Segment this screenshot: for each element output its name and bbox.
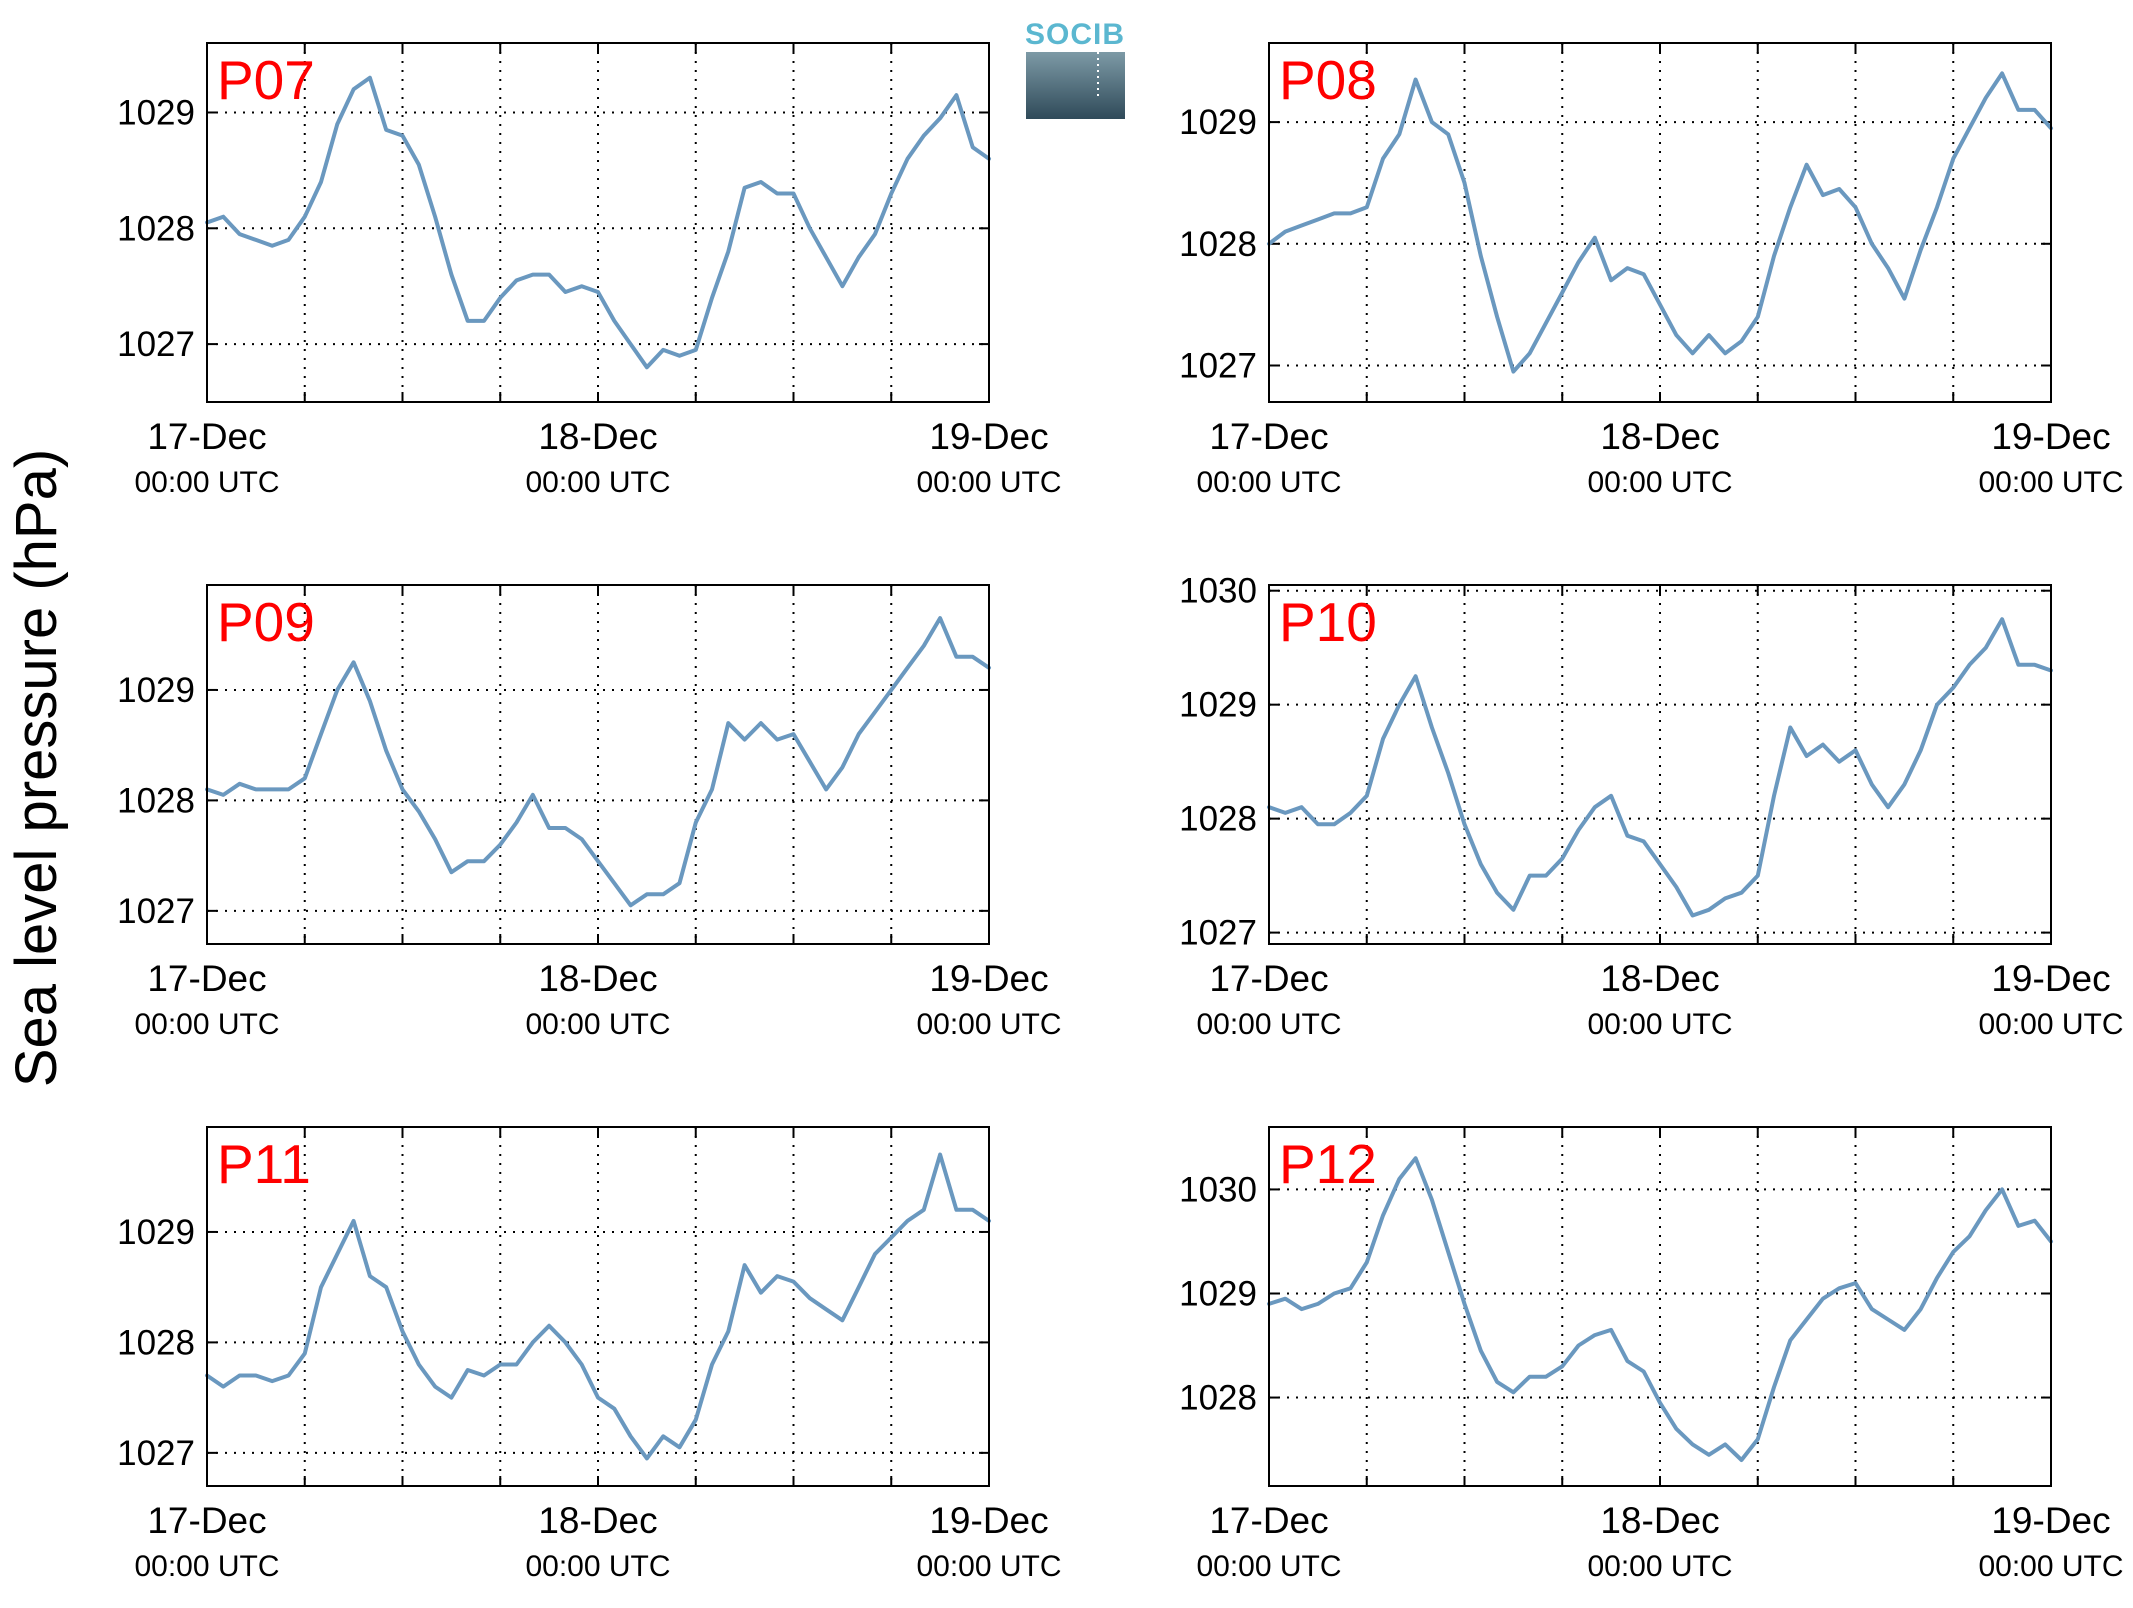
x-tick-label-date: 19-Dec — [1991, 416, 2110, 457]
x-tick-label-time: 00:00 UTC — [1978, 466, 2123, 499]
x-tick-label-date: 19-Dec — [929, 958, 1048, 999]
y-tick-label: 1027 — [117, 325, 195, 364]
x-tick-label-time: 00:00 UTC — [1587, 466, 1732, 499]
y-tick-label: 1027 — [117, 1434, 195, 1473]
x-tick-label-time: 00:00 UTC — [1196, 1550, 1341, 1583]
panel-title-p10: P10 — [1279, 591, 1377, 653]
x-tick-label-date: 17-Dec — [147, 958, 266, 999]
logo-text: SOCIB — [1025, 18, 1125, 51]
x-tick-label-date: 17-Dec — [1209, 958, 1328, 999]
y-tick-label: 1027 — [117, 892, 195, 931]
series-line-p09 — [205, 616, 991, 908]
plot-area — [207, 1127, 989, 1486]
y-tick-label: 1029 — [117, 1213, 195, 1252]
y-tick-label: 1027 — [1179, 914, 1257, 953]
x-tick-label-time: 00:00 UTC — [916, 466, 1061, 499]
x-tick-label-time: 00:00 UTC — [1978, 1008, 2123, 1041]
plot-frame — [206, 1126, 990, 1487]
x-tick-label-time: 00:00 UTC — [916, 1008, 1061, 1041]
x-tick-label-date: 18-Dec — [538, 958, 657, 999]
plot-frame — [1268, 42, 2052, 403]
series-line-p07 — [205, 75, 991, 370]
x-tick-label-time: 00:00 UTC — [525, 466, 670, 499]
plot-area — [1269, 585, 2051, 944]
plot-frame — [1268, 584, 2052, 945]
panel-title-p09: P09 — [217, 591, 315, 653]
y-tick-label: 1030 — [1179, 1170, 1257, 1209]
x-tick-label-date: 18-Dec — [1600, 958, 1719, 999]
chart-panel-p11: 1027 1028 1029 17-Dec 00:00 UTC 18-Dec 00:00 U… — [117, 1126, 1062, 1583]
panels: 1027 1028 1029 17-Dec 00:00 UTC 18-Dec 00:00 U… — [117, 42, 2124, 1583]
x-tick-label-time: 00:00 UTC — [134, 1550, 279, 1583]
series-line-p12 — [1267, 1156, 2053, 1462]
x-tick-label-date: 18-Dec — [1600, 416, 1719, 457]
y-tick-label: 1028 — [1179, 800, 1257, 839]
chart-panel-p08: 1027 1028 1029 17-Dec 00:00 UTC 18-Dec 00:00 U… — [1179, 42, 2124, 499]
plot-area — [1269, 1127, 2051, 1486]
x-tick-label-time: 00:00 UTC — [1196, 466, 1341, 499]
plot-area — [207, 585, 989, 944]
y-tick-label: 1029 — [1179, 1274, 1257, 1313]
panel-title-p11: P11 — [217, 1133, 311, 1195]
chart-panel-p12: 1028 1029 1030 17-Dec 00:00 UTC 18-Dec 00:00 U… — [1179, 1126, 2124, 1583]
y-tick-label: 1029 — [117, 671, 195, 710]
panel-title-p12: P12 — [1279, 1133, 1377, 1195]
plot-frame — [1268, 1126, 2052, 1487]
y-tick-label: 1028 — [1179, 225, 1257, 264]
panel-title-p07: P07 — [217, 49, 315, 111]
x-tick-label-date: 17-Dec — [1209, 1500, 1328, 1541]
chart-panel-p09: 1027 1028 1029 17-Dec 00:00 UTC 18-Dec 00:00 U… — [117, 584, 1062, 1041]
y-tick-label: 1028 — [117, 1323, 195, 1362]
x-tick-label-date: 19-Dec — [929, 1500, 1048, 1541]
chart-panel-p07: 1027 1028 1029 17-Dec 00:00 UTC 18-Dec 00:00 U… — [117, 42, 1062, 499]
logo-block — [1026, 52, 1125, 119]
series-line-p08 — [1267, 71, 2053, 374]
plot-area — [207, 43, 989, 402]
chart-panel-p10: 1027 1028 1029 1030 17-Dec 00:00 UTC 18-Dec 00:… — [1179, 572, 2123, 1041]
series-line-p10 — [1267, 617, 2053, 918]
x-tick-label-date: 18-Dec — [538, 1500, 657, 1541]
x-tick-label-time: 00:00 UTC — [525, 1550, 670, 1583]
x-tick-label-date: 19-Dec — [929, 416, 1048, 457]
y-tick-label: 1029 — [1179, 686, 1257, 725]
y-tick-label: 1027 — [1179, 346, 1257, 385]
x-tick-label-date: 19-Dec — [1991, 958, 2110, 999]
y-tick-label: 1028 — [117, 781, 195, 820]
plot-frame — [206, 42, 990, 403]
series-line-p11 — [205, 1152, 991, 1461]
x-tick-label-date: 17-Dec — [1209, 416, 1328, 457]
y-tick-label: 1029 — [1179, 103, 1257, 142]
y-tick-label: 1030 — [1179, 572, 1257, 611]
plot-area — [1269, 43, 2051, 402]
x-tick-label-date: 17-Dec — [147, 1500, 266, 1541]
x-tick-label-time: 00:00 UTC — [916, 1550, 1061, 1583]
x-tick-label-time: 00:00 UTC — [134, 466, 279, 499]
y-axis-label: Sea level pressure (hPa) — [4, 449, 69, 1087]
x-tick-label-time: 00:00 UTC — [525, 1008, 670, 1041]
x-tick-label-time: 00:00 UTC — [1587, 1550, 1732, 1583]
plot-frame — [206, 584, 990, 945]
socib-logo: SOCIB — [1025, 18, 1125, 119]
x-tick-label-time: 00:00 UTC — [1587, 1008, 1732, 1041]
panel-title-p08: P08 — [1279, 49, 1377, 111]
y-tick-label: 1028 — [1179, 1379, 1257, 1418]
x-tick-label-date: 17-Dec — [147, 416, 266, 457]
x-tick-label-time: 00:00 UTC — [1196, 1008, 1341, 1041]
x-tick-label-date: 18-Dec — [1600, 1500, 1719, 1541]
x-tick-label-time: 00:00 UTC — [134, 1008, 279, 1041]
x-tick-label-date: 18-Dec — [538, 416, 657, 457]
x-tick-label-time: 00:00 UTC — [1978, 1550, 2123, 1583]
x-tick-label-date: 19-Dec — [1991, 1500, 2110, 1541]
y-tick-label: 1029 — [117, 93, 195, 132]
y-tick-label: 1028 — [117, 209, 195, 248]
